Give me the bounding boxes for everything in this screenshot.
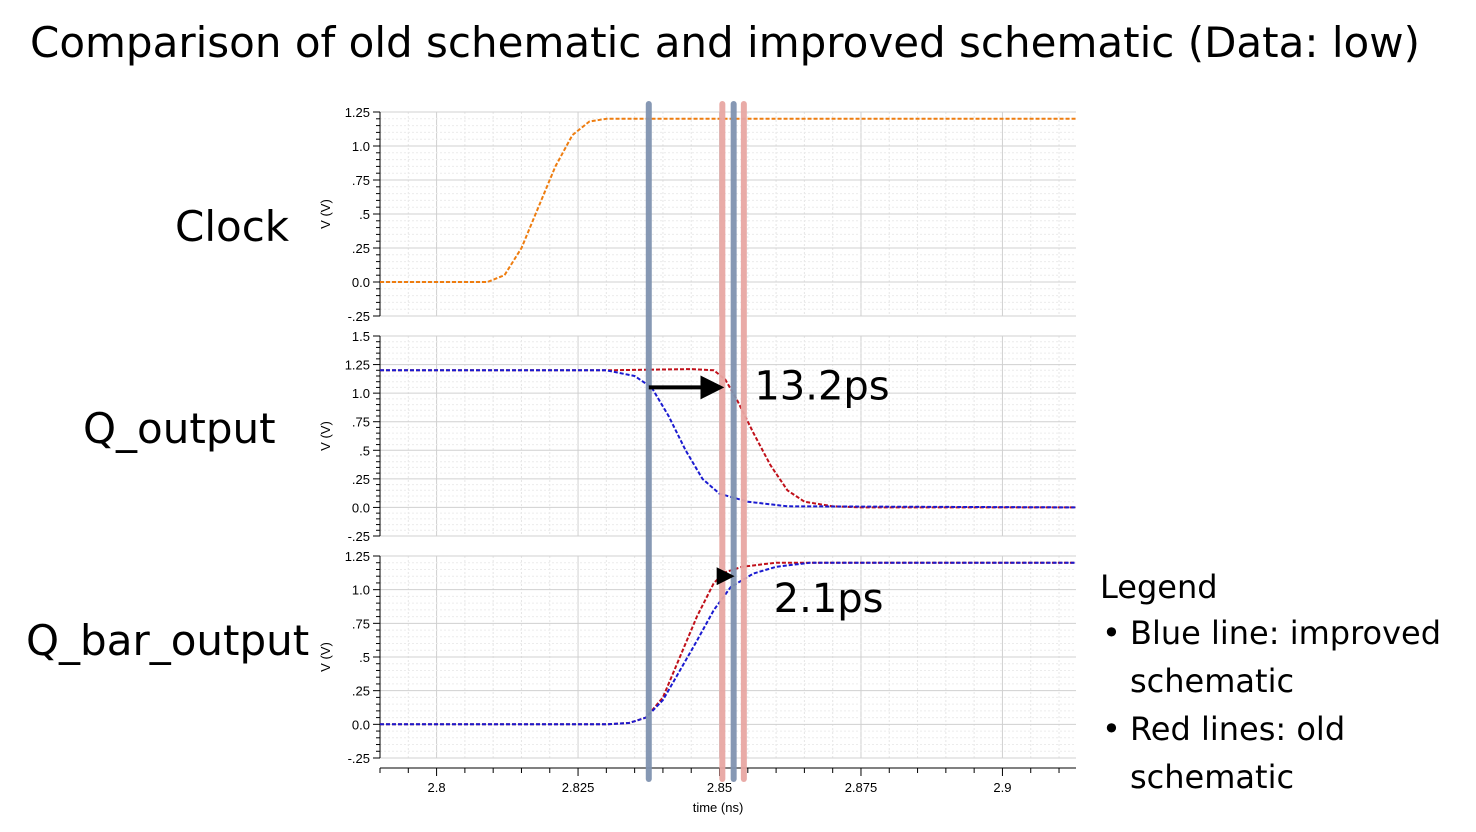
x-axis-title: time (ns) [693, 800, 744, 815]
panel-label-q-output: Q_output [83, 404, 276, 453]
y-tick-label: 1.0 [352, 583, 370, 598]
y-tick-label: .25 [352, 684, 370, 699]
y-tick-label: .25 [352, 241, 370, 256]
series-line-old [380, 368, 1076, 509]
panel-label-clock: Clock [175, 202, 290, 251]
series-line-clock [380, 117, 1076, 283]
delay-label: 2.1ps [774, 576, 884, 622]
y-tick-label: -.25 [348, 529, 370, 544]
series-line-improved [380, 561, 1076, 726]
bullet-icon: • [1102, 614, 1121, 652]
legend-item-improved: • Blue line: improved schematic [1100, 609, 1470, 705]
series-line-improved [380, 369, 1077, 509]
y-tick-label: 1.25 [345, 358, 370, 373]
y-tick-label: 1.0 [352, 386, 370, 401]
y-tick-label: -.25 [348, 751, 370, 766]
x-tick-label: 2.825 [562, 780, 595, 795]
x-tick-label: 2.8 [428, 780, 446, 795]
y-tick-label: .5 [359, 207, 370, 222]
x-tick-label: 2.875 [845, 780, 878, 795]
legend-item-text: Red lines: old schematic [1130, 710, 1346, 796]
x-tick-label: 2.9 [993, 780, 1011, 795]
y-tick-label: 1.25 [345, 549, 370, 564]
chart-grid [379, 111, 1076, 759]
legend-title: Legend [1100, 568, 1218, 606]
legend-item-old: • Red lines: old schematic [1100, 705, 1470, 801]
y-tick-label: .75 [352, 415, 370, 430]
x-tick-label: 2.85 [707, 780, 732, 795]
chart-markers [645, 101, 747, 782]
y-tick-label: 1.5 [352, 329, 370, 344]
y-tick-label: 0.0 [352, 500, 370, 515]
panel-label-q-bar-output: Q_bar_output [26, 616, 310, 665]
legend-item-text: Blue line: improved schematic [1130, 614, 1442, 700]
bullet-icon: • [1102, 710, 1121, 748]
y-tick-label: .75 [352, 616, 370, 631]
chart-axes: -.25 0.0 .25 .5 .75 1.0 1.25 V (V) -.25 0.0 .25 .5.… [318, 105, 1076, 815]
delay-label: 13.2ps [754, 363, 889, 409]
legend-list: • Blue line: improved schematic • Red li… [1100, 609, 1470, 801]
y-tick-label: .25 [352, 472, 370, 487]
y-axis-title: V (V) [318, 421, 333, 451]
legend: Legend • Blue line: improved schematic •… [1100, 565, 1470, 801]
slide-title: Comparison of old schematic and improved… [30, 18, 1420, 67]
y-tick-label: .5 [359, 443, 370, 458]
y-tick-label: -.25 [348, 309, 370, 324]
y-tick-label: .5 [359, 650, 370, 665]
y-axis-title: V (V) [318, 199, 333, 229]
series-line-old [380, 561, 1076, 726]
y-axis-title: V (V) [318, 642, 333, 672]
y-tick-label: 1.0 [352, 139, 370, 154]
y-tick-label: .75 [352, 173, 370, 188]
chart-annotations: 13.2ps 2.1ps [648, 363, 890, 622]
y-tick-label: 0.0 [352, 717, 370, 732]
y-tick-label: 1.25 [345, 105, 370, 120]
y-tick-label: 0.0 [352, 275, 370, 290]
chart-series [380, 117, 1077, 726]
